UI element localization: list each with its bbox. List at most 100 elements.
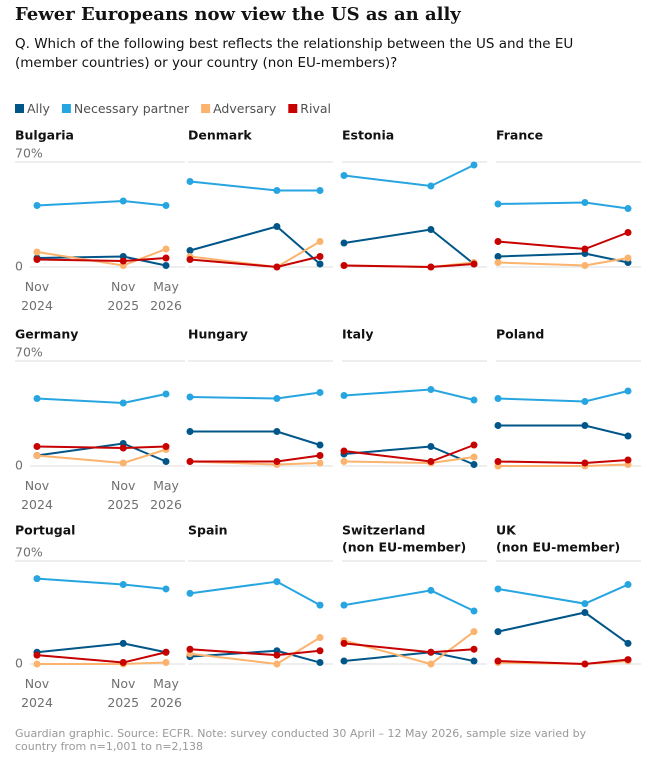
point xyxy=(494,395,502,402)
point xyxy=(273,651,281,659)
y-tick-label: 70% xyxy=(15,545,43,560)
x-tick-label: Nov 2024 xyxy=(21,676,53,710)
point xyxy=(162,202,170,209)
point xyxy=(33,202,41,209)
y-tick-label: 70% xyxy=(15,146,43,161)
series-line xyxy=(190,454,321,463)
series-line xyxy=(498,463,629,467)
point xyxy=(273,223,281,230)
point xyxy=(624,229,632,236)
point xyxy=(340,657,348,665)
point xyxy=(33,660,41,668)
point xyxy=(494,628,502,636)
series-line xyxy=(497,201,629,210)
point xyxy=(624,656,632,664)
point xyxy=(470,461,478,468)
point xyxy=(494,238,502,245)
point xyxy=(494,200,502,208)
point xyxy=(340,639,348,647)
point xyxy=(186,247,194,254)
point xyxy=(186,393,194,401)
point xyxy=(33,575,41,583)
series-line xyxy=(343,388,475,401)
panel-title: Italy xyxy=(342,327,374,342)
series-line xyxy=(343,228,475,265)
point xyxy=(581,245,589,253)
point xyxy=(273,428,281,435)
y-tick-label: 70% xyxy=(15,345,43,360)
point xyxy=(494,253,502,260)
point xyxy=(581,199,589,206)
panel-subtitle: (non EU-member) xyxy=(342,540,466,555)
point xyxy=(186,178,194,185)
point xyxy=(427,586,435,594)
point xyxy=(340,239,348,247)
point xyxy=(581,398,589,405)
x-tick-label: Nov 2025 xyxy=(107,279,139,313)
series-line xyxy=(190,430,321,446)
point xyxy=(119,257,127,265)
point xyxy=(316,459,324,467)
x-tick-label: Nov 2024 xyxy=(21,478,53,512)
series-line xyxy=(36,577,167,590)
point xyxy=(316,238,324,245)
point xyxy=(316,260,324,268)
point xyxy=(470,396,478,404)
point xyxy=(316,634,324,642)
panel-title: Estonia xyxy=(342,128,394,143)
point xyxy=(581,262,589,269)
point xyxy=(470,161,478,169)
x-tick-label: May 2026 xyxy=(150,279,182,313)
point xyxy=(33,256,41,263)
point xyxy=(581,609,589,616)
point xyxy=(33,452,41,459)
point xyxy=(273,578,281,586)
point xyxy=(186,256,194,263)
point xyxy=(470,260,478,268)
point xyxy=(162,245,170,253)
series-line xyxy=(343,589,475,612)
panel-subtitle: (non EU-member) xyxy=(496,540,620,555)
x-tick-label: May 2026 xyxy=(150,478,182,512)
point xyxy=(33,248,41,256)
point xyxy=(340,392,348,399)
point xyxy=(494,458,502,465)
point xyxy=(273,187,281,194)
point xyxy=(470,453,478,461)
series-line xyxy=(189,580,321,607)
point xyxy=(316,253,324,260)
legend-label: Rival xyxy=(300,101,331,116)
legend-swatch xyxy=(61,104,71,113)
panel-title: Bulgaria xyxy=(15,128,74,143)
point xyxy=(316,601,324,609)
point xyxy=(427,386,435,393)
point xyxy=(470,657,478,665)
point xyxy=(119,639,127,647)
panel-title: Denmark xyxy=(188,128,252,143)
point xyxy=(581,422,589,429)
point xyxy=(162,254,170,262)
point xyxy=(427,182,435,190)
x-tick-label: May 2026 xyxy=(150,676,182,710)
point xyxy=(316,441,324,449)
point xyxy=(273,458,281,465)
point xyxy=(427,443,435,450)
point xyxy=(494,422,502,429)
page-title: Fewer Europeans now view the US as an al… xyxy=(15,4,461,25)
series-line xyxy=(343,651,475,663)
legend-swatch xyxy=(288,104,298,113)
series-line xyxy=(36,445,167,450)
legend-label: Ally xyxy=(27,101,50,116)
point xyxy=(470,441,478,449)
point xyxy=(581,459,589,467)
legend-label: Adversary xyxy=(213,101,277,116)
panel-title: Spain xyxy=(188,523,228,538)
point xyxy=(186,645,194,653)
point xyxy=(162,390,170,398)
point xyxy=(340,172,348,179)
x-tick-label: Nov 2024 xyxy=(21,279,53,313)
point xyxy=(581,600,589,608)
y-tick-label: 0 xyxy=(15,458,23,473)
